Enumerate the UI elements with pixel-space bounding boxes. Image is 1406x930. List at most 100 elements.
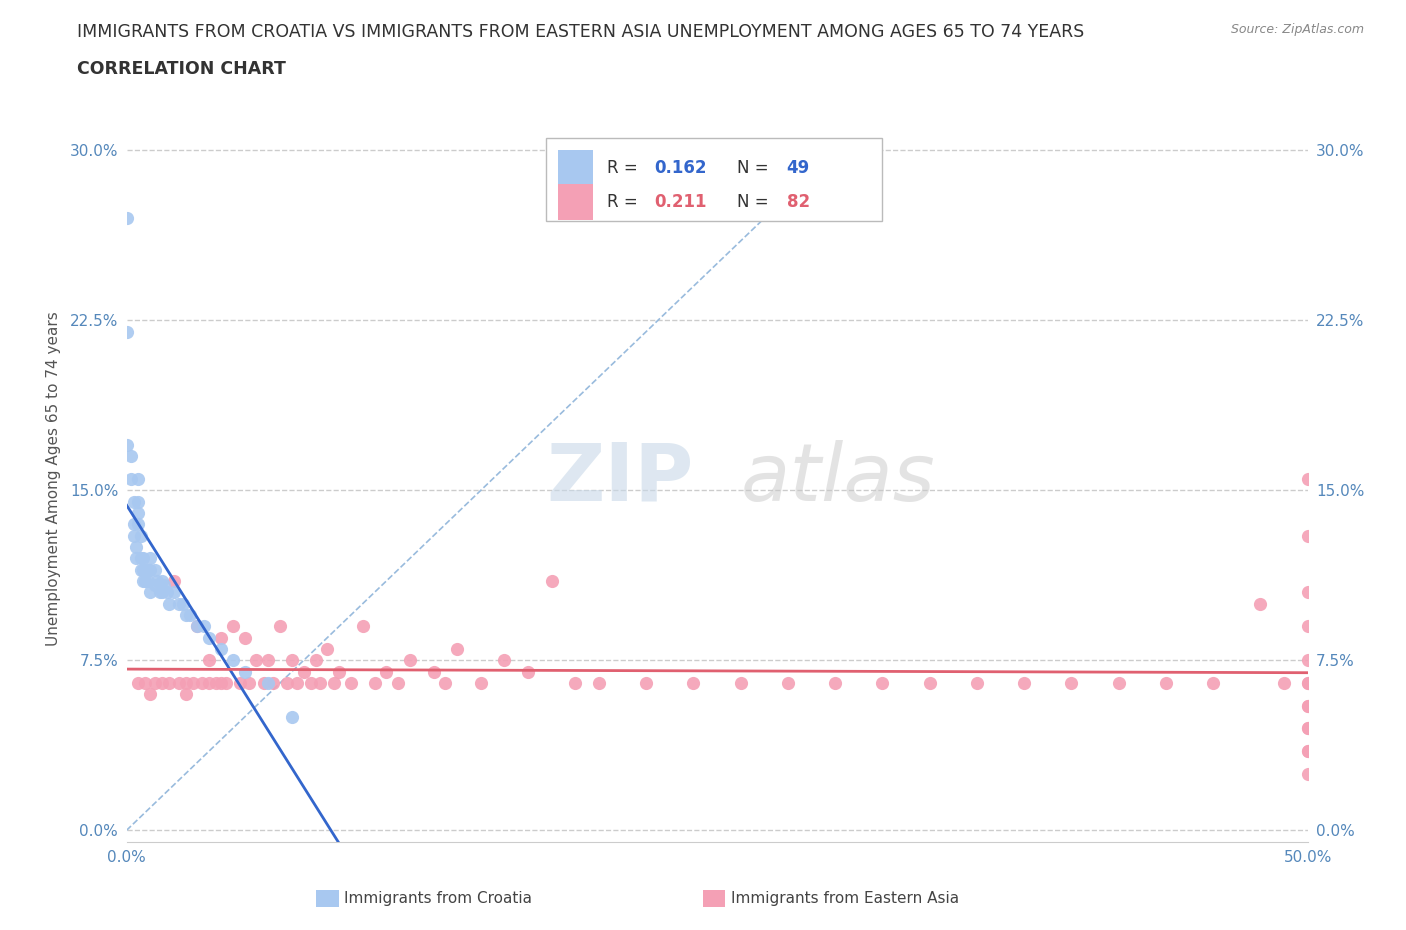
Point (824, 675, 846, 690)
Point (299, 675, 322, 690)
Point (285, 675, 308, 690)
Point (1296, 675, 1319, 690)
Point (205, 675, 228, 690)
Text: 49: 49 (787, 159, 810, 178)
Point (139, 551, 162, 565)
Point (153, 578, 176, 593)
Point (1108, 675, 1130, 690)
Point (222, 653, 245, 668)
Point (363, 675, 385, 690)
Point (446, 642, 468, 657)
Point (122, 517, 145, 532)
Point (1296, 721, 1319, 736)
Point (143, 675, 166, 690)
Point (252, 675, 274, 690)
FancyBboxPatch shape (558, 184, 593, 220)
Point (918, 675, 941, 690)
Text: IMMIGRANTS FROM CROATIA VS IMMIGRANTS FROM EASTERN ASIA UNEMPLOYMENT AMONG AGES : IMMIGRANTS FROM CROATIA VS IMMIGRANTS FR… (77, 23, 1084, 41)
Point (323, 675, 346, 690)
Point (136, 574, 159, 589)
Point (146, 574, 169, 589)
Point (132, 562, 155, 577)
Point (120, 449, 142, 464)
FancyBboxPatch shape (558, 151, 593, 187)
Point (1296, 721, 1319, 736)
Point (149, 585, 172, 600)
Point (209, 675, 232, 690)
Point (132, 574, 155, 589)
Point (872, 675, 894, 690)
Point (136, 562, 159, 577)
Point (134, 562, 156, 577)
Point (245, 653, 267, 668)
Point (269, 618, 291, 633)
Point (209, 642, 232, 657)
Point (470, 675, 492, 690)
Point (143, 562, 166, 577)
Point (257, 675, 280, 690)
Point (186, 618, 208, 633)
Point (191, 675, 214, 690)
Text: Immigrants from Eastern Asia: Immigrants from Eastern Asia (731, 891, 959, 906)
Point (517, 664, 540, 679)
Point (281, 653, 304, 668)
FancyBboxPatch shape (546, 138, 883, 221)
Point (150, 675, 173, 690)
Point (222, 618, 245, 633)
Y-axis label: Unemployment Among Ages 65 to 74 years: Unemployment Among Ages 65 to 74 years (46, 312, 62, 646)
Text: ZIP: ZIP (546, 440, 693, 518)
Text: R =: R = (607, 193, 643, 211)
Point (1154, 675, 1177, 690)
Point (215, 675, 238, 690)
Point (233, 664, 256, 679)
Text: N =: N = (737, 159, 775, 178)
Point (1296, 653, 1319, 668)
Point (157, 596, 180, 611)
Point (167, 596, 190, 611)
Point (134, 574, 156, 589)
Point (387, 675, 409, 690)
Point (1296, 744, 1319, 759)
Point (636, 675, 658, 690)
Point (186, 618, 208, 633)
Point (156, 585, 179, 600)
Point (1296, 585, 1319, 600)
Point (120, 472, 142, 486)
Point (540, 574, 562, 589)
Point (143, 578, 166, 593)
Point (127, 472, 149, 486)
Point (174, 607, 197, 622)
Point (172, 596, 194, 611)
Text: atlas: atlas (741, 440, 935, 518)
Point (174, 687, 197, 702)
Point (122, 494, 145, 509)
Point (122, 528, 145, 543)
Point (229, 675, 252, 690)
Point (174, 675, 197, 690)
Point (1012, 675, 1035, 690)
Point (139, 585, 162, 600)
Point (132, 551, 155, 565)
Point (198, 631, 221, 645)
Point (127, 517, 149, 532)
Point (292, 664, 315, 679)
Point (1296, 472, 1319, 486)
Point (309, 675, 332, 690)
Text: 0.211: 0.211 (654, 193, 707, 211)
Point (776, 675, 799, 690)
Point (157, 675, 180, 690)
Point (129, 562, 152, 577)
Point (494, 653, 516, 668)
Point (422, 664, 444, 679)
Point (1296, 744, 1319, 759)
Point (1296, 698, 1319, 713)
Point (434, 675, 457, 690)
Point (125, 551, 148, 565)
Point (262, 675, 284, 690)
Point (139, 562, 162, 577)
Point (1296, 528, 1319, 543)
Point (181, 675, 204, 690)
Point (276, 675, 298, 690)
Point (127, 494, 149, 509)
Point (193, 618, 215, 633)
